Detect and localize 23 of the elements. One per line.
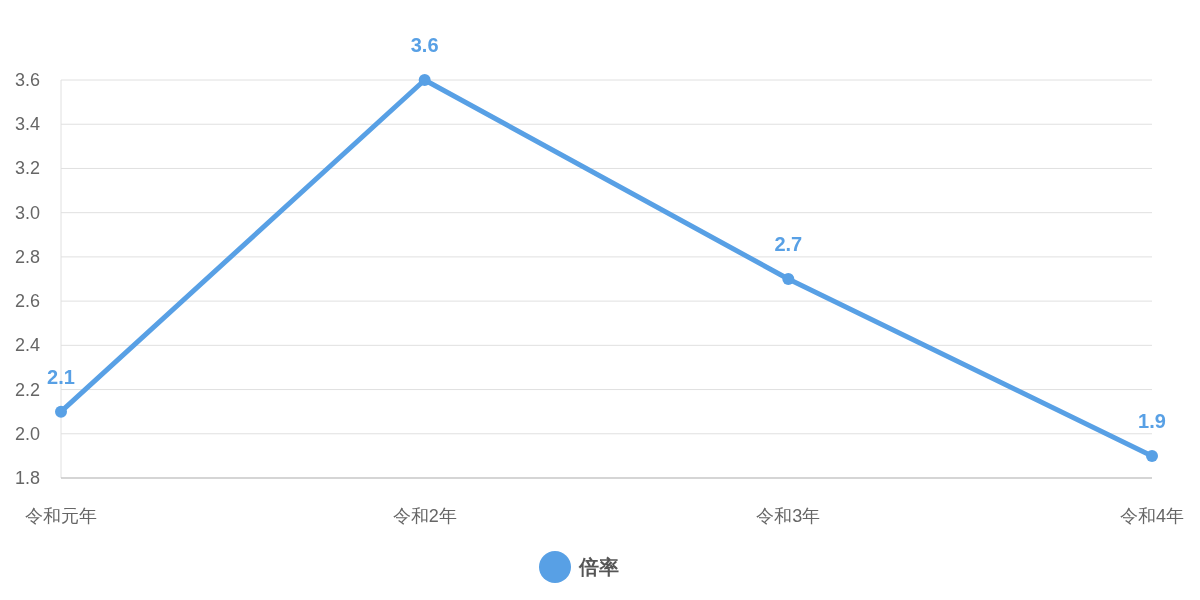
point (782, 273, 795, 285)
x-tick-label: 令和4年 (1119, 506, 1185, 526)
y-tick-label: 2.4 (14, 335, 40, 356)
y-tick-label: 2.2 (14, 379, 40, 400)
y-tick-label: 2.8 (14, 246, 40, 267)
legend-label: 倍率 (578, 556, 619, 578)
data-label: 1.9 (1138, 409, 1166, 432)
y-tick-label: 2.6 (14, 291, 40, 312)
x-tick-label: 令和3年 (756, 506, 821, 526)
point (55, 405, 67, 418)
y-tick-label: 3.6 (14, 70, 40, 90)
y-tick-label: 2.0 (14, 423, 40, 444)
y-tick-label: 3.2 (14, 158, 40, 179)
point (418, 74, 431, 86)
y-tick-label: 3.4 (14, 114, 40, 135)
data-label: 2.1 (47, 365, 75, 388)
data-label: 3.6 (410, 34, 439, 56)
x-tick-label: 令和元年 (25, 506, 97, 526)
data-label: 2.7 (774, 233, 803, 255)
y-tick-label: 1.8 (14, 468, 40, 488)
y-tick-label: 3.0 (14, 202, 40, 223)
x-tick-label: 令和2年 (392, 506, 457, 526)
point (1146, 449, 1158, 462)
